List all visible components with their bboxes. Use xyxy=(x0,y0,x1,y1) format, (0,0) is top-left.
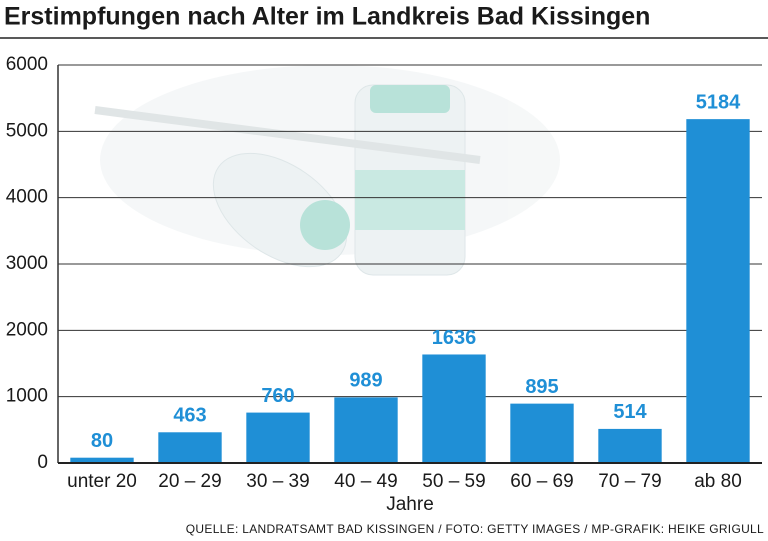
bar xyxy=(246,412,310,463)
value-label: 989 xyxy=(349,370,382,392)
y-tick-label: 3000 xyxy=(6,253,48,274)
y-tick-label: 6000 xyxy=(6,54,48,75)
x-tick-label: 40 – 49 xyxy=(334,471,397,492)
x-tick-label: 30 – 39 xyxy=(246,471,309,492)
value-label: 514 xyxy=(613,401,647,423)
x-tick-label: 60 – 69 xyxy=(510,471,573,492)
y-tick-label: 1000 xyxy=(6,386,48,407)
value-label: 5184 xyxy=(696,91,741,113)
x-tick-label: unter 20 xyxy=(67,471,137,492)
y-tick-label: 5000 xyxy=(6,120,48,141)
bar xyxy=(510,403,574,463)
y-tick-label: 0 xyxy=(37,452,48,473)
bar xyxy=(158,432,222,463)
y-tick-label: 2000 xyxy=(6,319,48,340)
bar xyxy=(334,397,398,463)
bar xyxy=(70,457,134,463)
x-tick-label: 70 – 79 xyxy=(598,471,661,492)
value-label: 760 xyxy=(261,385,294,407)
chart-title: Erstimpfungen nach Alter im Landkreis Ba… xyxy=(4,3,650,31)
bar xyxy=(422,354,486,463)
y-tick-label: 4000 xyxy=(6,187,48,208)
value-label: 80 xyxy=(91,430,113,452)
value-label: 895 xyxy=(525,376,558,398)
value-label: 463 xyxy=(173,405,206,427)
bar xyxy=(686,119,750,464)
value-label: 1636 xyxy=(432,327,477,349)
x-tick-label: 20 – 29 xyxy=(158,471,221,492)
source: QUELLE: LANDRATSAMT BAD KISSINGEN / FOTO… xyxy=(186,522,764,536)
x-tick-label: ab 80 xyxy=(694,471,742,492)
bar xyxy=(598,428,662,463)
x-axis-label: Jahre xyxy=(386,494,434,515)
photo xyxy=(94,65,560,276)
x-tick-label: 50 – 59 xyxy=(422,471,485,492)
